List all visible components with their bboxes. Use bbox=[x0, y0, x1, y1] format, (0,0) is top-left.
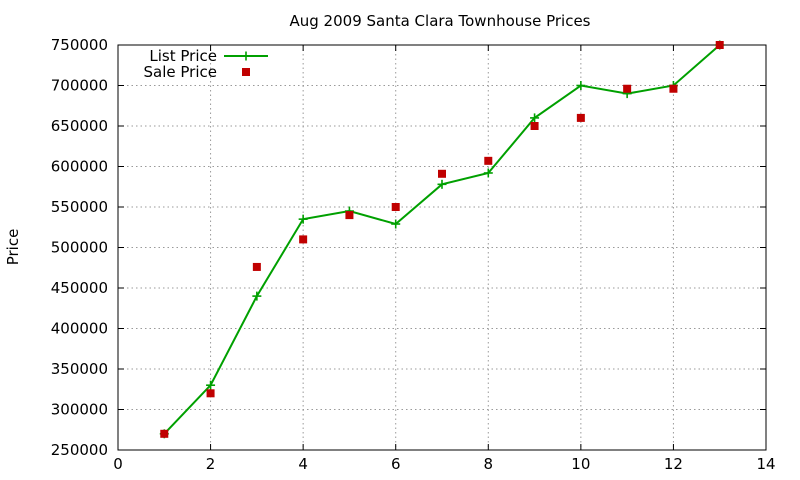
x-tick-label: 6 bbox=[391, 455, 401, 473]
y-tick-label: 600000 bbox=[51, 158, 108, 176]
legend-marker-list-price bbox=[241, 51, 251, 61]
legend-label-list-price: List Price bbox=[149, 47, 217, 65]
y-tick-label: 300000 bbox=[51, 401, 108, 419]
y-tick-label: 750000 bbox=[51, 36, 108, 54]
list-price-point bbox=[391, 219, 401, 229]
sale-price-point bbox=[391, 203, 400, 211]
y-axis-label: Price bbox=[4, 229, 22, 266]
y-tick-label: 250000 bbox=[51, 441, 108, 459]
x-tick-label: 4 bbox=[298, 455, 308, 473]
y-tick-label: 650000 bbox=[51, 117, 108, 135]
y-tick-label: 400000 bbox=[51, 320, 108, 338]
y-tick-label: 500000 bbox=[51, 239, 108, 257]
legend-label-sale-price: Sale Price bbox=[144, 63, 217, 81]
sale-price-point bbox=[299, 235, 308, 244]
chart-title: Aug 2009 Santa Clara Townhouse Prices bbox=[290, 12, 591, 30]
legend: List Price Sale Price bbox=[144, 47, 268, 81]
list-price-point bbox=[576, 81, 586, 90]
sale-price-point bbox=[530, 122, 539, 130]
x-tick-label: 8 bbox=[484, 455, 494, 473]
legend-marker-sale-price bbox=[242, 68, 250, 76]
x-tick-label: 2 bbox=[206, 455, 216, 473]
sale-price-point bbox=[206, 389, 215, 398]
list-price-line bbox=[163, 44, 721, 435]
list-price-point bbox=[252, 291, 262, 301]
sale-price-point bbox=[623, 84, 632, 93]
x-tick-label: 10 bbox=[571, 455, 590, 473]
list-price-point bbox=[206, 380, 216, 390]
sale-price-point bbox=[252, 262, 261, 271]
list-price-point bbox=[483, 168, 493, 178]
sale-price-point bbox=[484, 156, 493, 165]
x-tick-label: 12 bbox=[664, 455, 683, 473]
sale-price-point bbox=[715, 41, 724, 49]
y-tick-label: 700000 bbox=[51, 77, 108, 95]
series-layer bbox=[159, 40, 725, 439]
x-tick-label: 0 bbox=[113, 455, 123, 473]
y-tick-label: 550000 bbox=[51, 198, 108, 216]
y-tick-label: 450000 bbox=[51, 279, 108, 297]
grid bbox=[118, 45, 766, 450]
x-tick-label: 14 bbox=[756, 455, 775, 473]
sale-price-point bbox=[576, 113, 585, 122]
sale-price-point bbox=[669, 84, 678, 93]
list-price-point bbox=[437, 179, 447, 189]
list-price-point bbox=[298, 214, 308, 224]
sale-price-point bbox=[438, 169, 446, 178]
list-price-point bbox=[530, 113, 540, 123]
axis-ticks: 0 2 4 6 8 10 12 14 250000 300000 350000 400000 45000… bbox=[51, 36, 776, 473]
y-tick-label: 350000 bbox=[51, 360, 108, 378]
sale-price-point bbox=[160, 429, 169, 438]
sale-price-point bbox=[345, 211, 354, 220]
